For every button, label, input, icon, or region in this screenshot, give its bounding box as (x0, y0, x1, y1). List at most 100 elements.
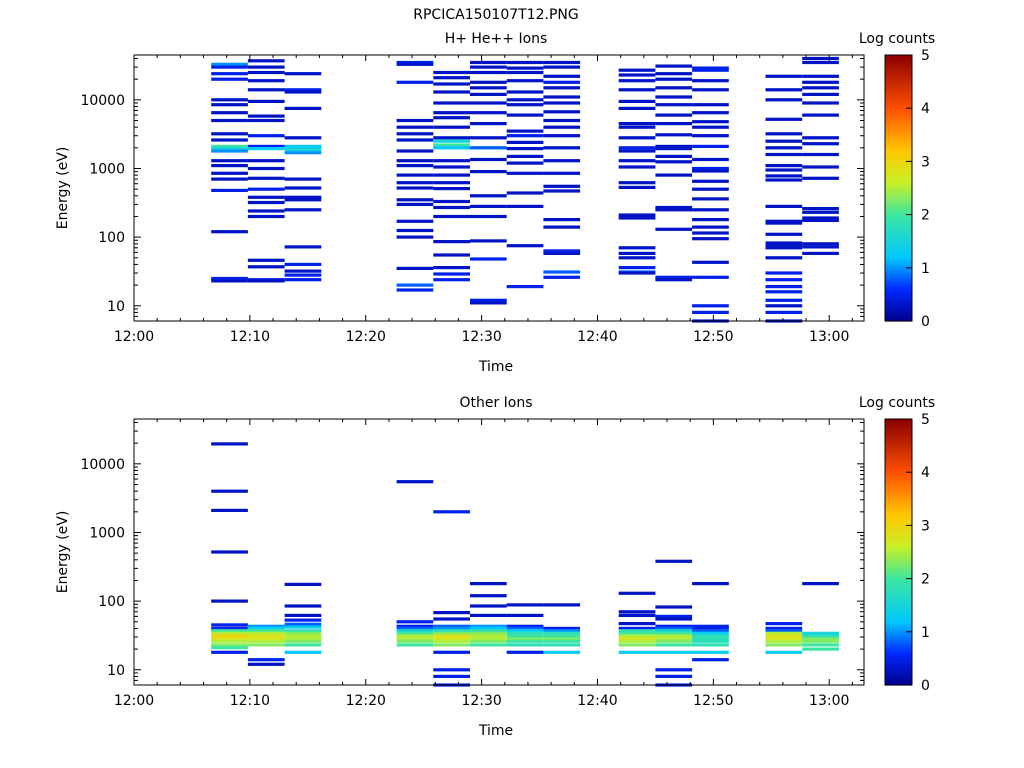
x-tick-label: 12:40 (577, 693, 617, 709)
spectrogram-cell (506, 161, 544, 165)
colorbar-tick-label: 3 (921, 154, 930, 170)
spectrogram-cell (470, 92, 507, 96)
spectrogram-cell (765, 139, 803, 143)
spectrogram-cell (765, 98, 803, 102)
spectrogram-cell (655, 559, 693, 563)
spectrogram-cell (247, 65, 285, 69)
spectrogram-cell (802, 639, 839, 643)
spectrogram-cell (802, 210, 839, 214)
spectrogram-cell (396, 480, 434, 484)
spectrogram-cell (692, 66, 729, 70)
spectrogram-cell (655, 227, 693, 231)
colorbar-segment (885, 129, 912, 133)
spectrogram-cell (802, 207, 839, 211)
spectrogram-cell (247, 643, 285, 647)
spectrogram-cell (284, 144, 322, 148)
spectrogram-cell (543, 189, 581, 193)
spectrogram-cell (470, 170, 507, 174)
spectrogram-cells (211, 442, 839, 687)
spectrogram-cell (211, 132, 248, 136)
colorbar: 0 1 2 3 4 5 (884, 48, 930, 330)
spectrogram-cell (433, 629, 470, 633)
colorbar-segment (885, 310, 912, 314)
spectrogram-cell (692, 643, 729, 647)
spectrogram-cell (655, 626, 693, 630)
colorbar-segment (885, 464, 912, 468)
spectrogram-cell (655, 629, 693, 633)
colorbar-segment (885, 530, 912, 534)
spectrogram-cell (284, 278, 322, 282)
spectrogram-cell (433, 165, 470, 169)
spectrogram-cell (284, 88, 322, 92)
spectrogram-cell (692, 275, 729, 279)
colorbar-segment (885, 289, 912, 293)
spectrogram-cell (433, 101, 470, 105)
colorbar-segment (885, 124, 912, 128)
colorbar-frame (884, 54, 913, 322)
spectrogram-cell (433, 650, 470, 654)
colorbar-segment (885, 458, 912, 463)
spectrogram-cell (433, 624, 470, 628)
spectrogram-cell (543, 134, 581, 138)
spectrogram-cell (506, 634, 544, 638)
spectrogram-cell (802, 142, 839, 146)
spectrogram-cell (765, 271, 803, 275)
spectrogram-cell (506, 629, 544, 633)
colorbar-segment (885, 275, 912, 280)
spectrogram-cell (396, 202, 434, 206)
spectrogram-cell (211, 631, 248, 635)
spectrogram-cell (543, 629, 581, 633)
spectrogram-cell (802, 631, 839, 635)
spectrogram-cell (284, 90, 322, 94)
spectrogram-cell (396, 125, 434, 129)
spectrogram-cell (470, 631, 507, 635)
spectrogram-cell (284, 198, 322, 202)
spectrogram-cell (655, 614, 693, 618)
colorbar-segment (885, 653, 912, 657)
spectrogram-cell (692, 68, 729, 72)
colorbar-segment (885, 161, 912, 165)
spectrogram-cell (284, 582, 322, 586)
spectrogram-cell (692, 237, 729, 241)
colorbar-segment (885, 546, 912, 550)
colorbar-segment (885, 554, 912, 558)
y-tick-label: 10 (107, 663, 125, 679)
spectrogram-cell (692, 624, 729, 628)
colorbar-segment (885, 591, 912, 596)
colorbar-segment (885, 270, 912, 274)
colorbar-segment (885, 156, 912, 160)
colorbar-tick-label: 0 (921, 678, 930, 694)
spectrogram-cell (396, 637, 434, 641)
colorbar-segment (885, 177, 912, 181)
spectrogram-cell (470, 239, 507, 243)
spectrogram-cell (396, 132, 434, 136)
colorbar-segment (885, 299, 912, 303)
spectrogram-cell (506, 154, 544, 158)
spectrogram-cell (433, 70, 470, 75)
spectrogram-cell (543, 650, 581, 654)
spectrogram-cell (211, 65, 248, 69)
colorbar-segment (885, 613, 912, 617)
colorbar-segment (885, 437, 912, 441)
spectrogram-cell (433, 634, 470, 638)
colorbar-segment (885, 100, 912, 104)
x-tick-label: 12:20 (346, 693, 386, 709)
x-axis-label: Time (478, 723, 513, 739)
spectrogram-cell (543, 125, 581, 129)
spectrogram-cell (765, 241, 803, 245)
colorbar-segment (885, 318, 912, 322)
spectrogram-cell (470, 629, 507, 633)
colorbar-segment (885, 233, 912, 237)
spectrogram-cell (247, 209, 285, 213)
spectrogram-cell (618, 149, 656, 153)
colorbar-tick-label: 4 (921, 465, 930, 481)
spectrogram-cell (247, 176, 285, 180)
spectrogram-cell (618, 639, 656, 643)
spectrogram-cell (396, 219, 434, 223)
colorbar-segment (885, 421, 912, 425)
spectrogram-cell (433, 146, 470, 150)
colorbar-segment (885, 504, 912, 508)
spectrogram-cell (506, 637, 544, 641)
spectrogram-cell (618, 185, 656, 189)
colorbar-frame (884, 418, 913, 686)
